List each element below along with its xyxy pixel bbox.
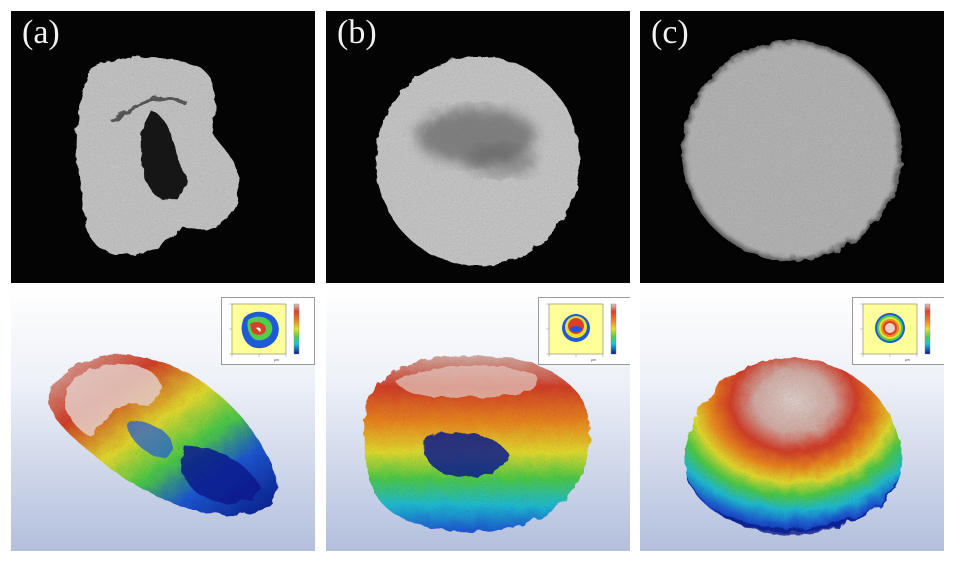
cell-aggregate-b	[376, 56, 580, 266]
micrograph-b: (b)	[326, 11, 630, 283]
panel-label: (b)	[337, 14, 377, 51]
cell-aggregate-a	[75, 56, 240, 255]
height-colormap-inset-c: μm	[852, 297, 944, 365]
micrograph-a: (a)	[11, 11, 315, 283]
panel-label: (a)	[22, 14, 60, 51]
topography-a: μm	[11, 287, 315, 551]
topography-b: μm	[326, 287, 630, 551]
inset-axis-unit: μm	[905, 358, 910, 362]
topography-c: μm	[640, 287, 944, 551]
height-map-surface-b	[364, 355, 590, 532]
panel-c: (c) μm	[640, 11, 944, 551]
panel-a: (a) μm	[11, 11, 315, 551]
inset-axis-unit: μm	[591, 358, 596, 362]
inset-axis-unit: μm	[274, 358, 279, 362]
height-colormap-inset-a: μm	[221, 297, 315, 365]
micrograph-c: (c)	[640, 11, 944, 283]
panel-b: (b) μm	[326, 11, 630, 551]
panel-label: (c)	[651, 14, 689, 51]
height-map-surface-a	[48, 355, 277, 516]
height-map-surface-c	[685, 357, 902, 535]
cell-aggregate-c	[679, 38, 905, 264]
height-colormap-inset-b: μm	[538, 297, 630, 365]
